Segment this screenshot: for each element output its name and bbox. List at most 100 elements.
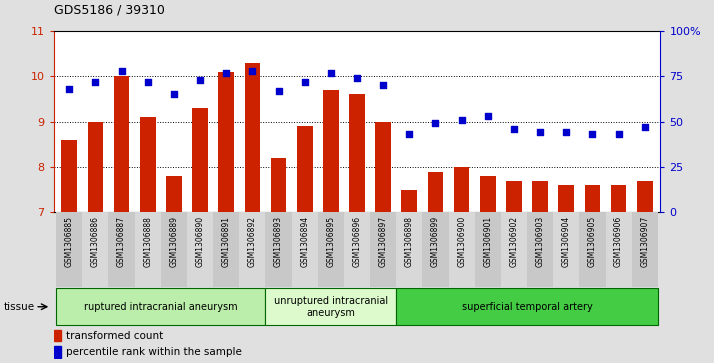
Point — [534, 130, 545, 135]
Bar — [448, 212, 475, 287]
Bar — [54, 346, 61, 358]
Text: GDS5186 / 39310: GDS5186 / 39310 — [54, 3, 164, 16]
Point — [560, 130, 572, 135]
Bar — [114, 76, 129, 212]
Bar — [370, 212, 396, 287]
Bar — [428, 171, 443, 212]
Bar — [423, 212, 448, 287]
FancyBboxPatch shape — [56, 288, 266, 325]
Bar — [166, 176, 182, 212]
Bar — [109, 212, 135, 287]
Point — [142, 79, 154, 85]
Point — [325, 70, 336, 76]
Text: superficial temporal artery: superficial temporal artery — [462, 302, 593, 312]
Point — [587, 131, 598, 137]
Text: GSM1306907: GSM1306907 — [640, 216, 649, 267]
Bar — [610, 185, 626, 212]
Point — [64, 86, 75, 92]
Bar — [501, 212, 527, 287]
Bar — [54, 330, 61, 341]
FancyBboxPatch shape — [266, 288, 396, 325]
Text: GSM1306889: GSM1306889 — [169, 216, 178, 267]
Text: unruptured intracranial
aneurysm: unruptured intracranial aneurysm — [273, 296, 388, 318]
Bar — [480, 176, 496, 212]
Bar — [82, 212, 109, 287]
Point — [639, 124, 650, 130]
Bar — [344, 212, 370, 287]
Point — [456, 117, 468, 123]
Text: GSM1306896: GSM1306896 — [353, 216, 361, 267]
Point — [430, 121, 441, 126]
Text: GSM1306885: GSM1306885 — [65, 216, 74, 267]
Bar — [218, 72, 234, 212]
Text: GSM1306897: GSM1306897 — [378, 216, 388, 267]
Text: GSM1306905: GSM1306905 — [588, 216, 597, 267]
Point — [90, 79, 101, 85]
Bar — [161, 212, 187, 287]
Text: percentile rank within the sample: percentile rank within the sample — [66, 347, 241, 357]
Text: GSM1306888: GSM1306888 — [144, 216, 152, 267]
Point — [378, 82, 389, 88]
Bar — [244, 62, 260, 212]
Point — [194, 77, 206, 83]
Bar — [506, 180, 522, 212]
Bar — [532, 180, 548, 212]
Text: GSM1306904: GSM1306904 — [562, 216, 570, 267]
Bar — [318, 212, 344, 287]
Point — [246, 68, 258, 74]
Point — [169, 91, 180, 97]
Text: GSM1306891: GSM1306891 — [222, 216, 231, 267]
Bar — [605, 212, 632, 287]
Point — [221, 70, 232, 76]
Bar — [61, 140, 77, 212]
Text: GSM1306901: GSM1306901 — [483, 216, 492, 267]
Text: GSM1306899: GSM1306899 — [431, 216, 440, 267]
Bar — [266, 212, 291, 287]
Bar — [396, 212, 423, 287]
Bar — [475, 212, 501, 287]
Text: GSM1306893: GSM1306893 — [274, 216, 283, 267]
Bar — [349, 94, 365, 212]
Point — [351, 75, 363, 81]
Bar — [239, 212, 266, 287]
Text: GSM1306900: GSM1306900 — [457, 216, 466, 267]
Bar — [527, 212, 553, 287]
Bar — [323, 90, 338, 212]
Text: GSM1306892: GSM1306892 — [248, 216, 257, 267]
Bar — [56, 212, 82, 287]
Bar — [187, 212, 213, 287]
Bar — [140, 117, 156, 212]
Text: GSM1306894: GSM1306894 — [300, 216, 309, 267]
Point — [273, 88, 284, 94]
Text: GSM1306898: GSM1306898 — [405, 216, 414, 267]
Bar — [454, 167, 470, 212]
Bar — [553, 212, 579, 287]
Bar — [558, 185, 574, 212]
Point — [299, 79, 311, 85]
Text: GSM1306890: GSM1306890 — [196, 216, 204, 267]
Bar — [192, 108, 208, 212]
Bar — [291, 212, 318, 287]
FancyBboxPatch shape — [396, 288, 658, 325]
Point — [403, 131, 415, 137]
Text: GSM1306902: GSM1306902 — [510, 216, 518, 267]
Bar — [632, 212, 658, 287]
Text: GSM1306886: GSM1306886 — [91, 216, 100, 267]
Bar — [297, 126, 313, 212]
Text: GSM1306887: GSM1306887 — [117, 216, 126, 267]
Text: transformed count: transformed count — [66, 331, 163, 341]
Bar — [585, 185, 600, 212]
Text: GSM1306903: GSM1306903 — [536, 216, 545, 267]
Text: GSM1306906: GSM1306906 — [614, 216, 623, 267]
Bar — [376, 122, 391, 212]
Bar — [88, 122, 104, 212]
Bar — [213, 212, 239, 287]
Point — [508, 126, 520, 132]
Bar — [135, 212, 161, 287]
Point — [116, 68, 127, 74]
Bar — [579, 212, 605, 287]
Text: tissue: tissue — [4, 302, 35, 312]
Bar — [271, 158, 286, 212]
Text: ruptured intracranial aneurysm: ruptured intracranial aneurysm — [84, 302, 238, 312]
Point — [613, 131, 624, 137]
